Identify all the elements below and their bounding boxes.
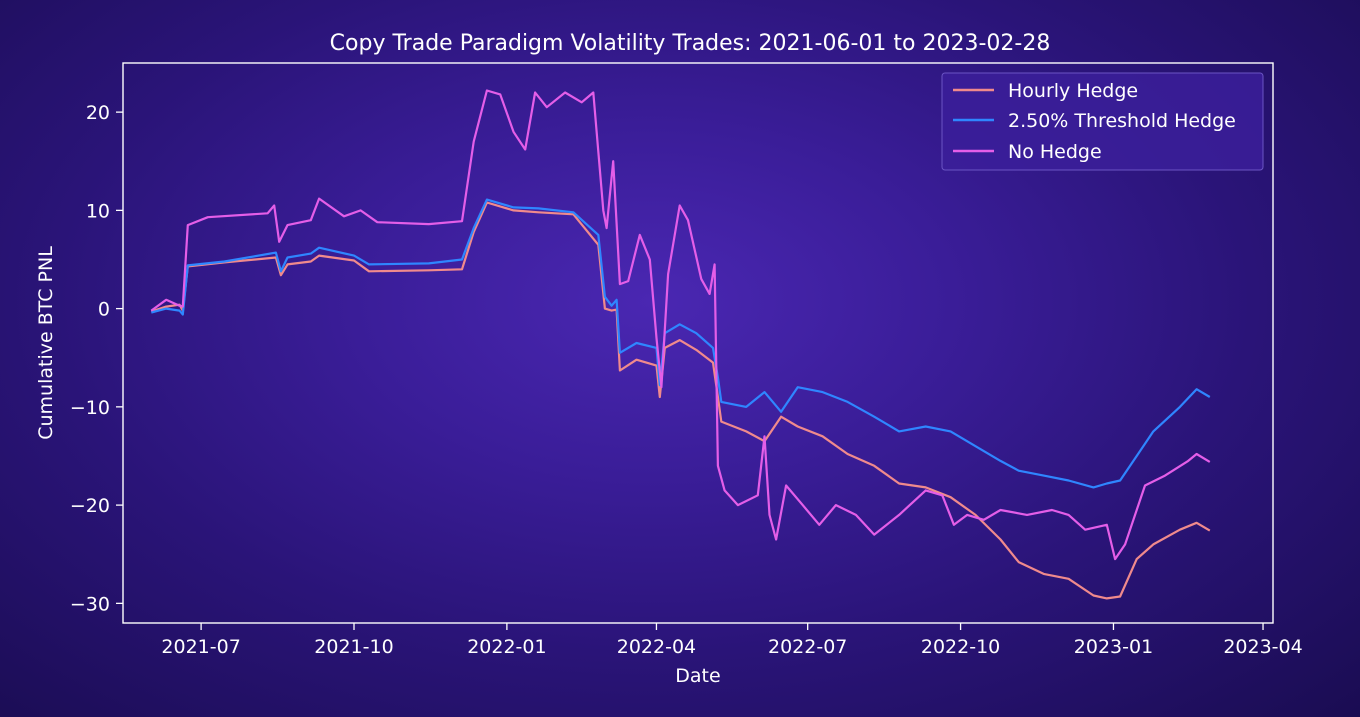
x-tick-label: 2021-10	[314, 636, 393, 658]
x-tick-label: 2023-04	[1223, 636, 1302, 658]
legend-label-threshold-hedge: 2.50% Threshold Hedge	[1008, 110, 1236, 132]
y-axis-title: Cumulative BTC PNL	[35, 246, 57, 440]
x-tick-label: 2022-04	[617, 636, 696, 658]
y-tick-label: −20	[70, 495, 110, 517]
series-layer	[150, 89, 1211, 600]
legend-box	[941, 72, 1264, 171]
legend: Hourly Hedge 2.50% Threshold Hedge No He…	[941, 72, 1264, 171]
y-tick-label: −30	[70, 593, 110, 615]
x-tick-label: 2022-07	[768, 636, 847, 658]
series-line-hourly-hedge	[150, 201, 1211, 600]
y-tick-label: 20	[86, 102, 110, 124]
x-axis-title: Date	[675, 665, 720, 687]
x-tick-label: 2022-10	[921, 636, 1000, 658]
x-tick-label: 2022-01	[467, 636, 546, 658]
y-axis: 20 10 0 −10 −20 −30	[70, 102, 123, 615]
y-tick-label: −10	[70, 397, 110, 419]
series-line-2-50-threshold-hedge	[151, 198, 1211, 489]
plot-frame	[122, 62, 1274, 624]
series-line-no-hedge	[150, 89, 1211, 561]
legend-label-hourly-hedge: Hourly Hedge	[1008, 80, 1138, 102]
legend-label-no-hedge: No Hedge	[1008, 141, 1102, 163]
x-axis: 2021-07 2021-10 2022-01 2022-04 2022-07 2022-…	[161, 623, 1303, 658]
y-tick-label: 10	[86, 200, 110, 222]
x-tick-label: 2021-07	[161, 636, 240, 658]
y-tick-label: 0	[98, 299, 110, 321]
chart-title: Copy Trade Paradigm Volatility Trades: 2…	[330, 31, 1051, 56]
x-tick-label: 2023-01	[1074, 636, 1153, 658]
